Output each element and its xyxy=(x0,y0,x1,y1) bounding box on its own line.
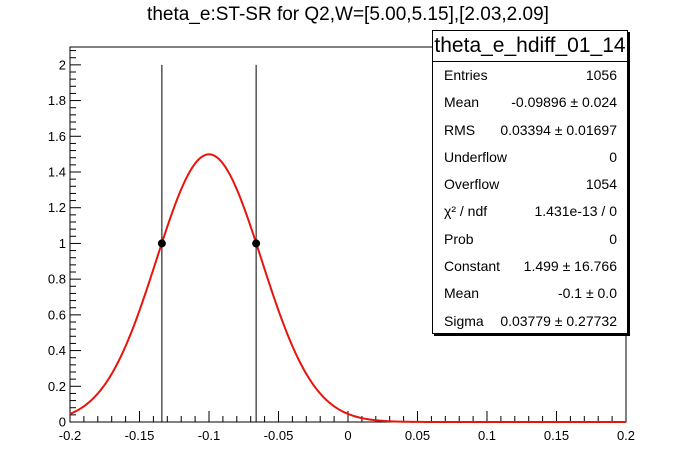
y-tick-label: 1.6 xyxy=(48,129,66,144)
stats-label: Prob xyxy=(444,230,474,247)
chart-title: theta_e:ST-SR for Q2,W=[5.00,5.15],[2.03… xyxy=(147,4,549,25)
y-tick-label: 2 xyxy=(59,57,66,72)
x-tick-label: -0.1 xyxy=(198,428,220,443)
stats-row: RMS 0.03394 ± 0.01697 xyxy=(433,117,627,144)
x-tick-label: 0.05 xyxy=(405,428,430,443)
stats-row: Sigma 0.03779 ± 0.27732 xyxy=(433,308,627,335)
stats-row: χ² / ndf 1.431e-13 / 0 xyxy=(433,198,627,225)
stats-label: Mean xyxy=(444,94,480,111)
stats-value: 0.03779 ± 0.27732 xyxy=(500,312,617,329)
y-tick-label: 0.2 xyxy=(48,379,66,394)
stats-label: RMS xyxy=(444,121,476,138)
stats-row: Mean -0.09896 ± 0.024 xyxy=(433,89,627,116)
stats-row: Constant 1.499 ± 16.766 xyxy=(433,253,627,280)
stats-label: Overflow xyxy=(444,176,500,193)
stats-value: 0 xyxy=(609,148,617,165)
stats-row: Mean -0.1 ± 0.0 xyxy=(433,280,627,307)
y-tick-label: 1.4 xyxy=(48,165,66,180)
stats-value: 0.03394 ± 0.01697 xyxy=(500,121,617,138)
stats-label: χ² / ndf xyxy=(444,203,488,220)
y-tick-label: 1 xyxy=(59,236,66,251)
stats-box-name: theta_e_hdiff_01_14 xyxy=(433,31,627,62)
x-tick-label: 0.15 xyxy=(544,428,569,443)
stats-value: -0.09896 ± 0.024 xyxy=(511,94,617,111)
stats-label: Constant xyxy=(444,258,501,275)
x-tick-label: -0.2 xyxy=(59,428,81,443)
y-tick-label: 0.4 xyxy=(48,343,66,358)
stats-label: Mean xyxy=(444,285,480,302)
data-point xyxy=(252,239,261,248)
y-tick-label: 1.8 xyxy=(48,93,66,108)
stats-row: Prob 0 xyxy=(433,226,627,253)
y-tick-label: 0.6 xyxy=(48,307,66,322)
x-tick-label: 0 xyxy=(344,428,351,443)
stats-label: Underflow xyxy=(444,148,508,165)
stats-value: 0 xyxy=(609,230,617,247)
stats-row: Entries 1056 xyxy=(433,62,627,89)
x-tick-label: -0.05 xyxy=(264,428,294,443)
y-tick-label: 0 xyxy=(59,415,66,430)
x-tick-label: -0.15 xyxy=(125,428,155,443)
y-tick-label: 0.8 xyxy=(48,272,66,287)
stats-value: 1054 xyxy=(585,176,617,193)
stats-row: Overflow 1054 xyxy=(433,171,627,198)
x-tick-label: 0.2 xyxy=(617,428,635,443)
stats-row: Underflow 0 xyxy=(433,144,627,171)
stats-box: theta_e_hdiff_01_14 Entries 1056 Mean -0… xyxy=(432,30,628,334)
y-tick-label: 1.2 xyxy=(48,200,66,215)
stats-value: -0.1 ± 0.0 xyxy=(557,285,617,302)
stats-value: 1.499 ± 16.766 xyxy=(523,258,617,275)
stats-value: 1056 xyxy=(585,67,617,83)
data-point xyxy=(157,239,166,248)
stats-label: Sigma xyxy=(444,312,484,329)
stats-label: Entries xyxy=(444,67,488,83)
stats-value: 1.431e-13 / 0 xyxy=(534,203,617,220)
x-tick-label: 0.1 xyxy=(478,428,496,443)
